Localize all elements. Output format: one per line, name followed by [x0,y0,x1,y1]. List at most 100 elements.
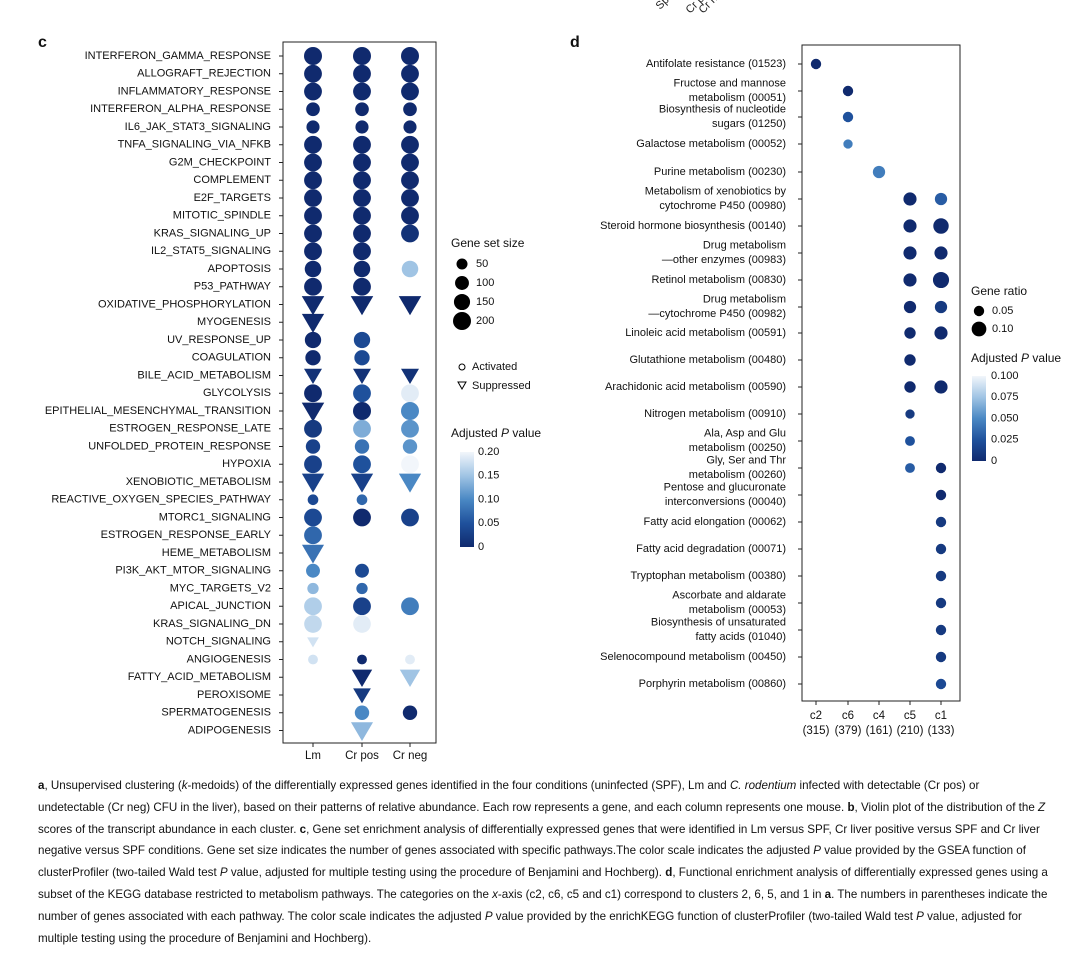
suppressed-marker [398,296,422,316]
size-legend-label-c: 150 [476,296,494,308]
activated-marker [401,224,419,243]
activated-marker [401,260,419,278]
pathway-label-c: ADIPOGENESIS [188,724,271,736]
pathway-label-c: COMPLEMENT [193,174,271,186]
column-label-d: c4 [873,710,886,722]
color-legend-title-d: Adjusted P value [971,351,1061,365]
color-bar-label-d: 0.100 [991,370,1019,382]
caption-segment: . The numbers in parentheses indicate th… [38,887,1048,923]
column-label-d: c1 [935,710,947,722]
suppressed-marker [350,473,374,493]
activated-marker [304,508,322,527]
kegg-marker [904,381,916,393]
color-legend-title-part: Adjusted [451,426,501,440]
activated-marker [307,582,319,595]
pathway-label-c: XENOBIOTIC_METABOLISM [126,476,271,488]
activated-marker [353,189,371,207]
color-legend-title-part: value [509,426,541,440]
pathway-label-d: Ascorbate and aldarate [672,589,786,601]
pathway-label-d: cytochrome P450 (00980) [659,200,786,212]
activated-marker [401,135,419,154]
ratio-legend-title-d: Gene ratio [971,284,1027,298]
pathway-label-d: Retinol metabolism (00830) [651,274,786,286]
suppressed-marker [304,368,322,385]
caption-segment: C. rodentium [729,779,797,792]
kegg-marker [905,463,915,473]
figure-caption: a, Unsupervised clustering (k-medoids) o… [38,775,1048,949]
ratio-legend-dot-d [973,305,985,317]
caption-segment: x [492,887,498,901]
activated-marker [304,206,322,225]
size-legend-label-c: 50 [476,258,488,270]
panel-d-frame [801,44,961,702]
activated-marker [304,171,322,190]
suppressed-legend-icon [457,381,467,391]
activated-marker [353,171,371,190]
activated-marker [306,563,320,578]
activated-marker [353,455,371,474]
kegg-marker [903,300,917,314]
activated-marker [304,419,322,438]
column-count-d: (161) [866,725,893,737]
panel-c-frame [282,41,437,744]
activated-legend-icon [458,363,466,371]
activated-marker [304,384,322,403]
suppressed-marker [301,296,325,316]
color-bar-label-c: 0.20 [478,446,499,458]
pathway-label-d: Selenocompound metabolism (00450) [600,651,786,663]
pathway-label-c: TNFA_SIGNALING_VIA_NFKB [118,139,271,151]
pathway-label-c: HYPOXIA [222,458,272,470]
size-legend-label-c: 100 [476,277,494,289]
pathway-label-d: Porphyrin metabolism (00860) [639,678,786,690]
activated-marker [401,64,419,83]
activated-marker [353,331,371,349]
kegg-marker [903,273,917,287]
kegg-marker [932,271,950,289]
color-bar-c [460,452,474,547]
column-label-d: c2 [810,710,822,722]
suppressed-marker [301,473,325,493]
caption-segment: k [181,779,188,792]
pathway-label-c: PI3K_AKT_MTOR_SIGNALING [115,565,271,577]
color-bar-label-d: 0 [991,455,997,467]
top-panel-fragment: Sp Cr p Cr n [654,0,720,16]
pathway-label-d: Purine metabolism (00230) [654,166,786,178]
chart-c-gsea-dotplot: INTERFERON_GAMMA_RESPONSE ALLOGRAFT_REJEC… [45,41,1061,762]
pathway-label-c: IL6_JAK_STAT3_SIGNALING [125,121,271,133]
pathway-label-d: Gly, Ser and Thr [706,454,786,466]
activated-marker [353,224,371,243]
pathway-label-d: Tryptophan metabolism (00380) [630,570,786,582]
size-legend-label-c: 200 [476,315,494,327]
kegg-marker [935,678,947,690]
activated-marker [353,384,371,403]
ratio-legend-label-d: 0.10 [992,323,1013,335]
caption-segment: a [38,779,45,792]
pathway-label-c: KRAS_SIGNALING_UP [154,227,271,239]
pathway-label-c: INFLAMMATORY_RESPONSE [118,85,271,97]
pathway-label-d: metabolism (00260) [689,469,786,481]
activated-marker [353,260,371,278]
activated-marker [356,582,368,595]
pathway-label-c: UNFOLDED_PROTEIN_RESPONSE [88,440,271,452]
kegg-marker [934,326,948,340]
activated-marker [353,64,371,83]
pathway-label-d: Fructose and mannose [673,77,786,89]
activated-marker [401,508,419,527]
kegg-marker [934,380,948,394]
kegg-marker [903,192,917,206]
kegg-marker [904,327,916,339]
kegg-marker [935,489,947,501]
activated-marker [401,384,419,403]
activated-marker [355,563,369,578]
pathway-label-c: COAGULATION [192,352,271,364]
size-legend-dot-c [456,258,468,270]
suppressed-marker [398,473,422,493]
pathway-label-c: SPERMATOGENESIS [161,707,271,719]
pathway-label-c: MYC_TARGETS_V2 [170,582,271,594]
caption-segment: value provided by the enrichKEGG functio… [492,909,917,923]
activated-marker [401,82,419,101]
pathway-label-d: Glutathione metabolism (00480) [629,354,786,366]
caption-segment: scores of the transcript abundance in ea… [38,822,300,836]
suppressed-marker [353,368,371,385]
activated-legend-label: Activated [472,361,517,373]
